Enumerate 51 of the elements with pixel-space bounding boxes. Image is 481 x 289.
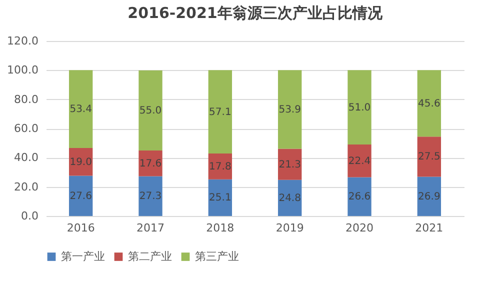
bar xyxy=(417,70,442,137)
bar xyxy=(348,144,372,178)
bar xyxy=(68,70,93,148)
data-label: 27.5 xyxy=(418,152,440,163)
bar xyxy=(138,176,162,216)
data-label: 26.9 xyxy=(418,191,440,202)
data-label: 19.0 xyxy=(70,156,92,168)
bar xyxy=(138,70,162,151)
y-tick-label: 100.0 xyxy=(7,64,38,77)
legend-label: 第一产业 xyxy=(61,250,105,263)
x-tick-label: 2019 xyxy=(276,222,304,234)
legend-label: 第三产业 xyxy=(195,250,239,263)
data-label: 45.6 xyxy=(418,98,440,110)
bar xyxy=(348,70,372,145)
data-label: 53.4 xyxy=(70,104,92,116)
chart-title: 2016-2021年翁源三次产业占比情况 xyxy=(128,4,384,22)
x-tick-label: 2016 xyxy=(66,222,95,234)
data-label: 27.3 xyxy=(139,191,162,202)
data-label: 27.6 xyxy=(70,190,92,202)
x-tick-label: 2021 xyxy=(415,222,444,234)
x-tick-label: 2017 xyxy=(136,222,164,234)
data-label: 17.6 xyxy=(139,158,162,170)
data-label: 53.9 xyxy=(278,104,301,116)
data-label: 25.1 xyxy=(209,192,232,204)
data-label: 22.4 xyxy=(348,156,371,167)
data-label: 24.8 xyxy=(278,192,301,204)
y-tick-label: 20.0 xyxy=(14,180,38,194)
legend-label: 第二产业 xyxy=(128,250,172,263)
bar xyxy=(278,70,302,149)
data-label: 21.3 xyxy=(278,159,301,170)
bar xyxy=(278,180,302,216)
y-tick-label: 80.0 xyxy=(14,92,38,106)
data-label: 51.0 xyxy=(348,102,371,114)
bar xyxy=(278,148,302,180)
y-tick-label: 40.0 xyxy=(14,151,38,164)
bar xyxy=(208,179,232,216)
y-tick-label: 120.0 xyxy=(7,34,38,48)
bar xyxy=(68,176,93,216)
bar xyxy=(208,70,232,154)
data-label: 57.1 xyxy=(209,106,232,118)
x-tick-label: 2020 xyxy=(346,222,374,234)
y-tick-label: 60.0 xyxy=(14,122,38,135)
bar xyxy=(417,176,442,216)
bar xyxy=(417,136,442,177)
data-label: 55.0 xyxy=(139,105,162,116)
data-label: 26.6 xyxy=(348,192,371,203)
y-tick-label: 0.0 xyxy=(21,210,38,222)
x-tick-label: 2018 xyxy=(206,222,234,234)
bar xyxy=(348,177,372,216)
bar xyxy=(138,150,162,176)
data-label: 17.8 xyxy=(209,161,232,172)
